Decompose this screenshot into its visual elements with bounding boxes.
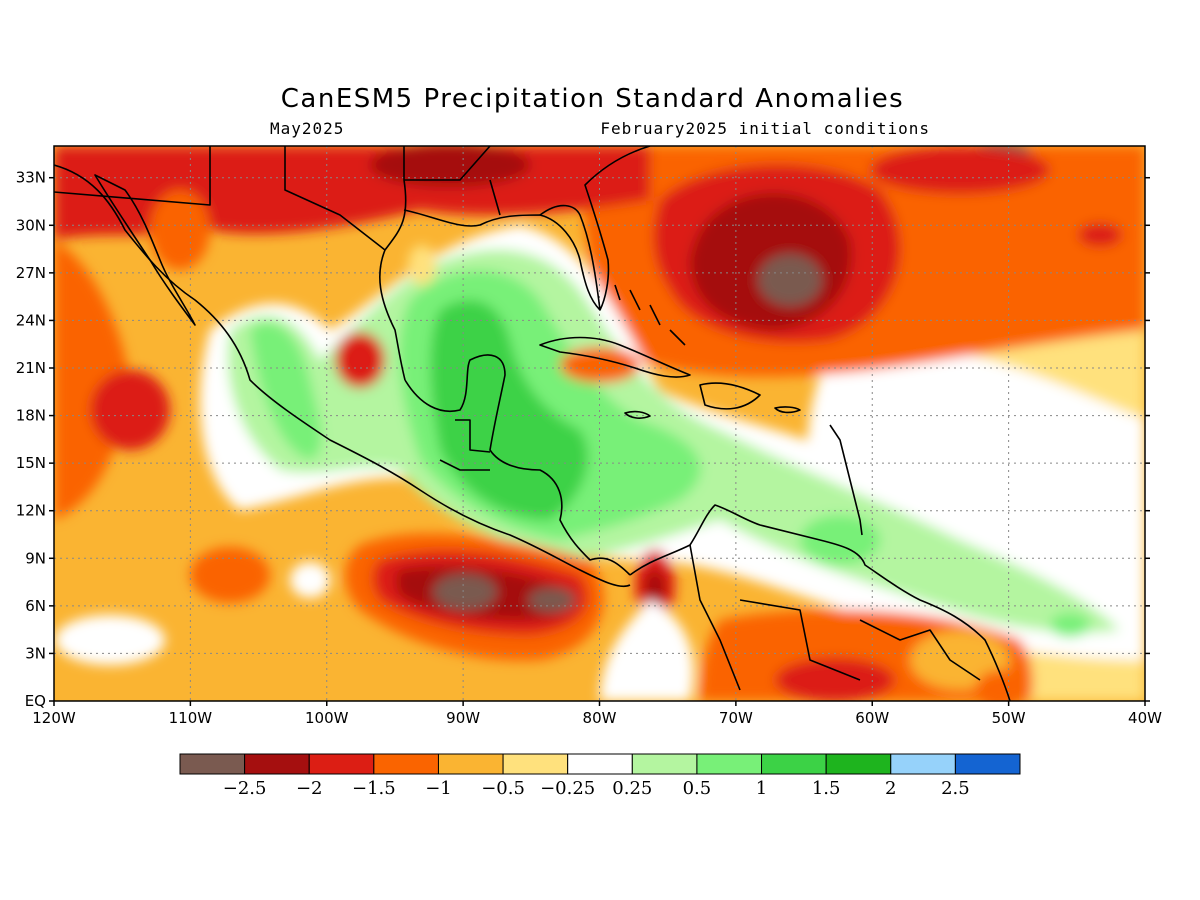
coast-antilles: [829, 424, 863, 536]
coast-jamaica: [624, 410, 651, 419]
y-tick-label: EQ: [25, 692, 46, 710]
field-sam-ora3: [975, 670, 1025, 701]
colorbar-label: −2.5: [223, 778, 267, 799]
coast-florida: [539, 146, 651, 311]
colorbar-label: 2.5: [941, 778, 970, 799]
border-us-mexico: [54, 146, 386, 251]
field-north-darkred: [370, 146, 530, 187]
colorbar-label: 1: [756, 778, 767, 799]
field-atlantic-brown: [758, 254, 822, 306]
y-tick-label: 24N: [16, 311, 46, 329]
colorbar-swatch: [244, 753, 310, 775]
y-axis-labels: EQ 3N 6N 9N 12N 15N 18N 21N 24N 27N 30N 33N: [16, 169, 46, 710]
colorbar-label: 1.5: [812, 778, 841, 799]
border-guatemala: [439, 419, 491, 471]
field-sam-red: [775, 658, 895, 701]
coast-bahamas: [614, 284, 686, 346]
coast-sam: [629, 504, 1011, 701]
colorbar-label: 2: [885, 778, 896, 799]
coast-baja: [94, 174, 196, 326]
field-west-orange: [54, 240, 130, 520]
x-tick-label: 80W: [583, 709, 617, 727]
coast-cuba: [539, 336, 691, 378]
colorbar-swatch: [567, 753, 633, 775]
field-gulf-red: [335, 332, 385, 388]
y-tick-label: 12N: [16, 502, 46, 520]
colorbar-labels: −2.5 −2 −1.5 −1 −0.5 −0.25 0.25 0.5 1 1.5 2 2.5: [223, 778, 970, 799]
x-tick-label: 70W: [719, 709, 753, 727]
colorbar-label: −0.5: [481, 778, 525, 799]
field-epac-brown2: [528, 588, 576, 612]
field-wet-green5: [800, 515, 880, 565]
map-title: CanESM5 Precipitation Standard Anomalies: [280, 84, 905, 114]
field-ne-darkred: [1078, 223, 1122, 247]
x-tick-label: 50W: [992, 709, 1026, 727]
y-tick-label: 30N: [16, 216, 46, 234]
field-cuba-orange: [560, 347, 640, 383]
field-wet-green: [250, 322, 322, 460]
colorbar-label: 0.5: [683, 778, 712, 799]
x-tick-label: 100W: [305, 709, 349, 727]
y-tick-label: 18N: [16, 407, 46, 425]
y-tick-label: 33N: [16, 169, 46, 187]
forecast-month: May2025: [270, 119, 345, 138]
field-sw-orange: [190, 547, 270, 603]
field-wet-green6: [1050, 613, 1090, 637]
field-epac-brown1: [433, 574, 497, 610]
border-sam: [689, 544, 981, 691]
colorbar-swatch: [890, 753, 956, 775]
anomaly-field: [54, 146, 1145, 701]
x-axis-labels: 120W 110W 100W 90W 80W 70W 60W 50W 40W: [32, 709, 1162, 727]
colorbar-label: −1.5: [352, 778, 396, 799]
colorbar-swatch: [179, 753, 246, 775]
colorbar-swatch: [954, 753, 1021, 775]
coast-us-gulf: [379, 146, 407, 381]
colorbar-label: −0.25: [540, 778, 595, 799]
border-states-us: [404, 146, 501, 216]
colorbar-label: 0.25: [612, 778, 652, 799]
x-tick-label: 120W: [32, 709, 76, 727]
colorbar-swatch: [825, 753, 892, 775]
x-tick-label: 40W: [1128, 709, 1162, 727]
coast-hispaniola: [699, 382, 761, 410]
coast-mexico-pacific: [54, 164, 631, 588]
coastlines: [54, 146, 1011, 701]
y-tick-label: 15N: [16, 454, 46, 472]
initial-conditions-label: February2025 initial conditions: [600, 119, 930, 138]
colorbar-swatch: [631, 753, 698, 775]
colorbar-label: −1: [425, 778, 452, 799]
y-tick-label: 3N: [25, 644, 46, 662]
y-tick-label: 6N: [25, 597, 46, 615]
x-tick-label: 60W: [855, 709, 889, 727]
field-west-red1: [90, 370, 170, 450]
field-sw-white2: [290, 562, 330, 598]
field-colombia-darkred: [645, 570, 665, 606]
colorbar-swatch: [696, 753, 763, 775]
y-tick-label: 21N: [16, 359, 46, 377]
coast-puerto-rico: [774, 406, 801, 414]
field-gulf-yellow: [408, 245, 436, 285]
field-wet-green4: [500, 420, 580, 480]
colorbar-swatch: [437, 753, 504, 775]
field-sw-white: [55, 615, 165, 665]
coast-yucatan: [404, 354, 631, 576]
grid-lines: [54, 146, 1145, 701]
field-ne-red: [870, 146, 1050, 194]
colorbar: [179, 753, 1021, 775]
x-tick-label: 110W: [169, 709, 213, 727]
colorbar-swatch: [502, 753, 569, 775]
y-tick-label: 27N: [16, 264, 46, 282]
field-west-red2: [150, 190, 210, 270]
field-sam-white: [600, 600, 694, 701]
x-tick-label: 90W: [446, 709, 480, 727]
colorbar-swatch: [373, 753, 439, 775]
colorbar-swatch: [308, 753, 375, 775]
colorbar-swatch: [761, 753, 827, 775]
axis-ticks: [49, 176, 1150, 706]
y-tick-label: 9N: [25, 549, 46, 567]
colorbar-label: −2: [296, 778, 323, 799]
